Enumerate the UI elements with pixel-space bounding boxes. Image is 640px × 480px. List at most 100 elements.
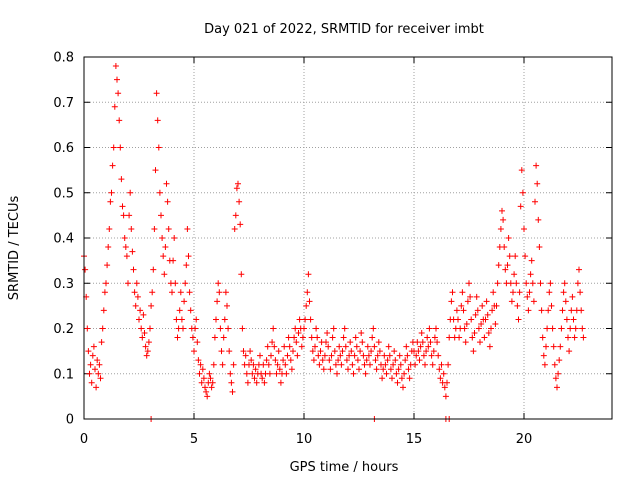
y-tick-label: 0.2 [53,322,74,337]
data-point [546,289,553,296]
data-point [263,357,270,364]
data-point [286,343,293,350]
data-point [211,334,218,341]
data-point [275,348,282,355]
data-point [335,357,342,364]
data-point [90,343,97,350]
data-point [252,366,259,373]
data-point [240,348,247,355]
data-point [468,316,475,323]
data-point [86,370,93,377]
data-point [473,293,480,300]
data-point [462,339,469,346]
data-point [236,198,243,205]
data-point [139,334,146,341]
data-point [133,280,140,287]
data-point [545,307,552,314]
data-point [259,375,266,382]
data-point [118,176,125,183]
data-point [257,352,263,359]
data-point [577,289,584,296]
data-point [533,162,540,169]
data-point [159,235,166,241]
data-point [426,325,433,332]
data-point [107,198,114,205]
data-point [579,325,586,332]
data-point [144,348,151,355]
data-point [570,316,577,323]
data-point [348,348,355,355]
data-point [173,316,180,323]
data-point [288,366,295,373]
data-point [85,348,92,355]
data-point [96,361,103,368]
data-point [525,307,532,314]
data-point [518,167,525,174]
data-point [247,348,254,355]
data-point [306,298,313,305]
data-point [390,361,397,368]
data-point [224,302,230,309]
data-point [100,307,107,314]
data-point [123,253,130,260]
data-point [128,225,135,232]
data-point [576,266,582,273]
data-point [428,352,435,359]
data-point [89,352,96,359]
data-point [392,357,399,364]
data-point [119,203,126,210]
data-point [373,366,380,373]
data-point [395,366,402,373]
data-point [387,366,394,373]
data-point [478,320,485,327]
data-point [271,343,278,350]
data-point [484,311,491,318]
data-point [371,343,378,350]
y-tick-label: 0.5 [53,186,74,201]
data-point [490,289,497,296]
data-point [270,325,277,332]
data-point [485,330,492,337]
data-point [122,244,129,251]
data-point [353,343,360,350]
data-point [138,325,145,332]
data-point [419,339,426,346]
data-point [360,352,367,359]
data-point [349,361,356,368]
data-point [177,289,184,296]
data-point [397,361,404,368]
data-point [558,325,565,332]
data-point [229,388,236,395]
data-point [437,375,444,382]
data-point [374,352,381,359]
data-point [206,370,213,377]
data-point [98,339,105,346]
data-point [580,334,587,341]
data-point [403,343,410,350]
data-point [198,379,205,386]
axis-ticks: 0 0.1 0.2 0.3 0.4 0.5 0.6 0.7 0.8 0 5 10 15 20 [53,51,612,447]
data-point [243,370,250,377]
data-point [354,357,361,364]
data-point [114,76,120,83]
data-point [242,352,249,359]
data-point [204,393,211,400]
data-point [220,334,227,341]
data-point [488,325,494,332]
data-point [356,366,362,373]
data-point [197,361,204,368]
data-point [492,320,499,327]
data-point [291,334,298,341]
data-point [550,343,557,350]
x-axis-label: GPS time / hours [290,460,399,475]
data-point [422,361,428,368]
data-point [569,293,576,300]
data-point [334,370,340,377]
data-point [559,307,566,314]
data-point [527,271,534,278]
data-point [534,180,541,187]
data-point [346,352,353,359]
data-point [566,348,573,355]
data-point [523,280,530,287]
data-point [308,334,315,341]
